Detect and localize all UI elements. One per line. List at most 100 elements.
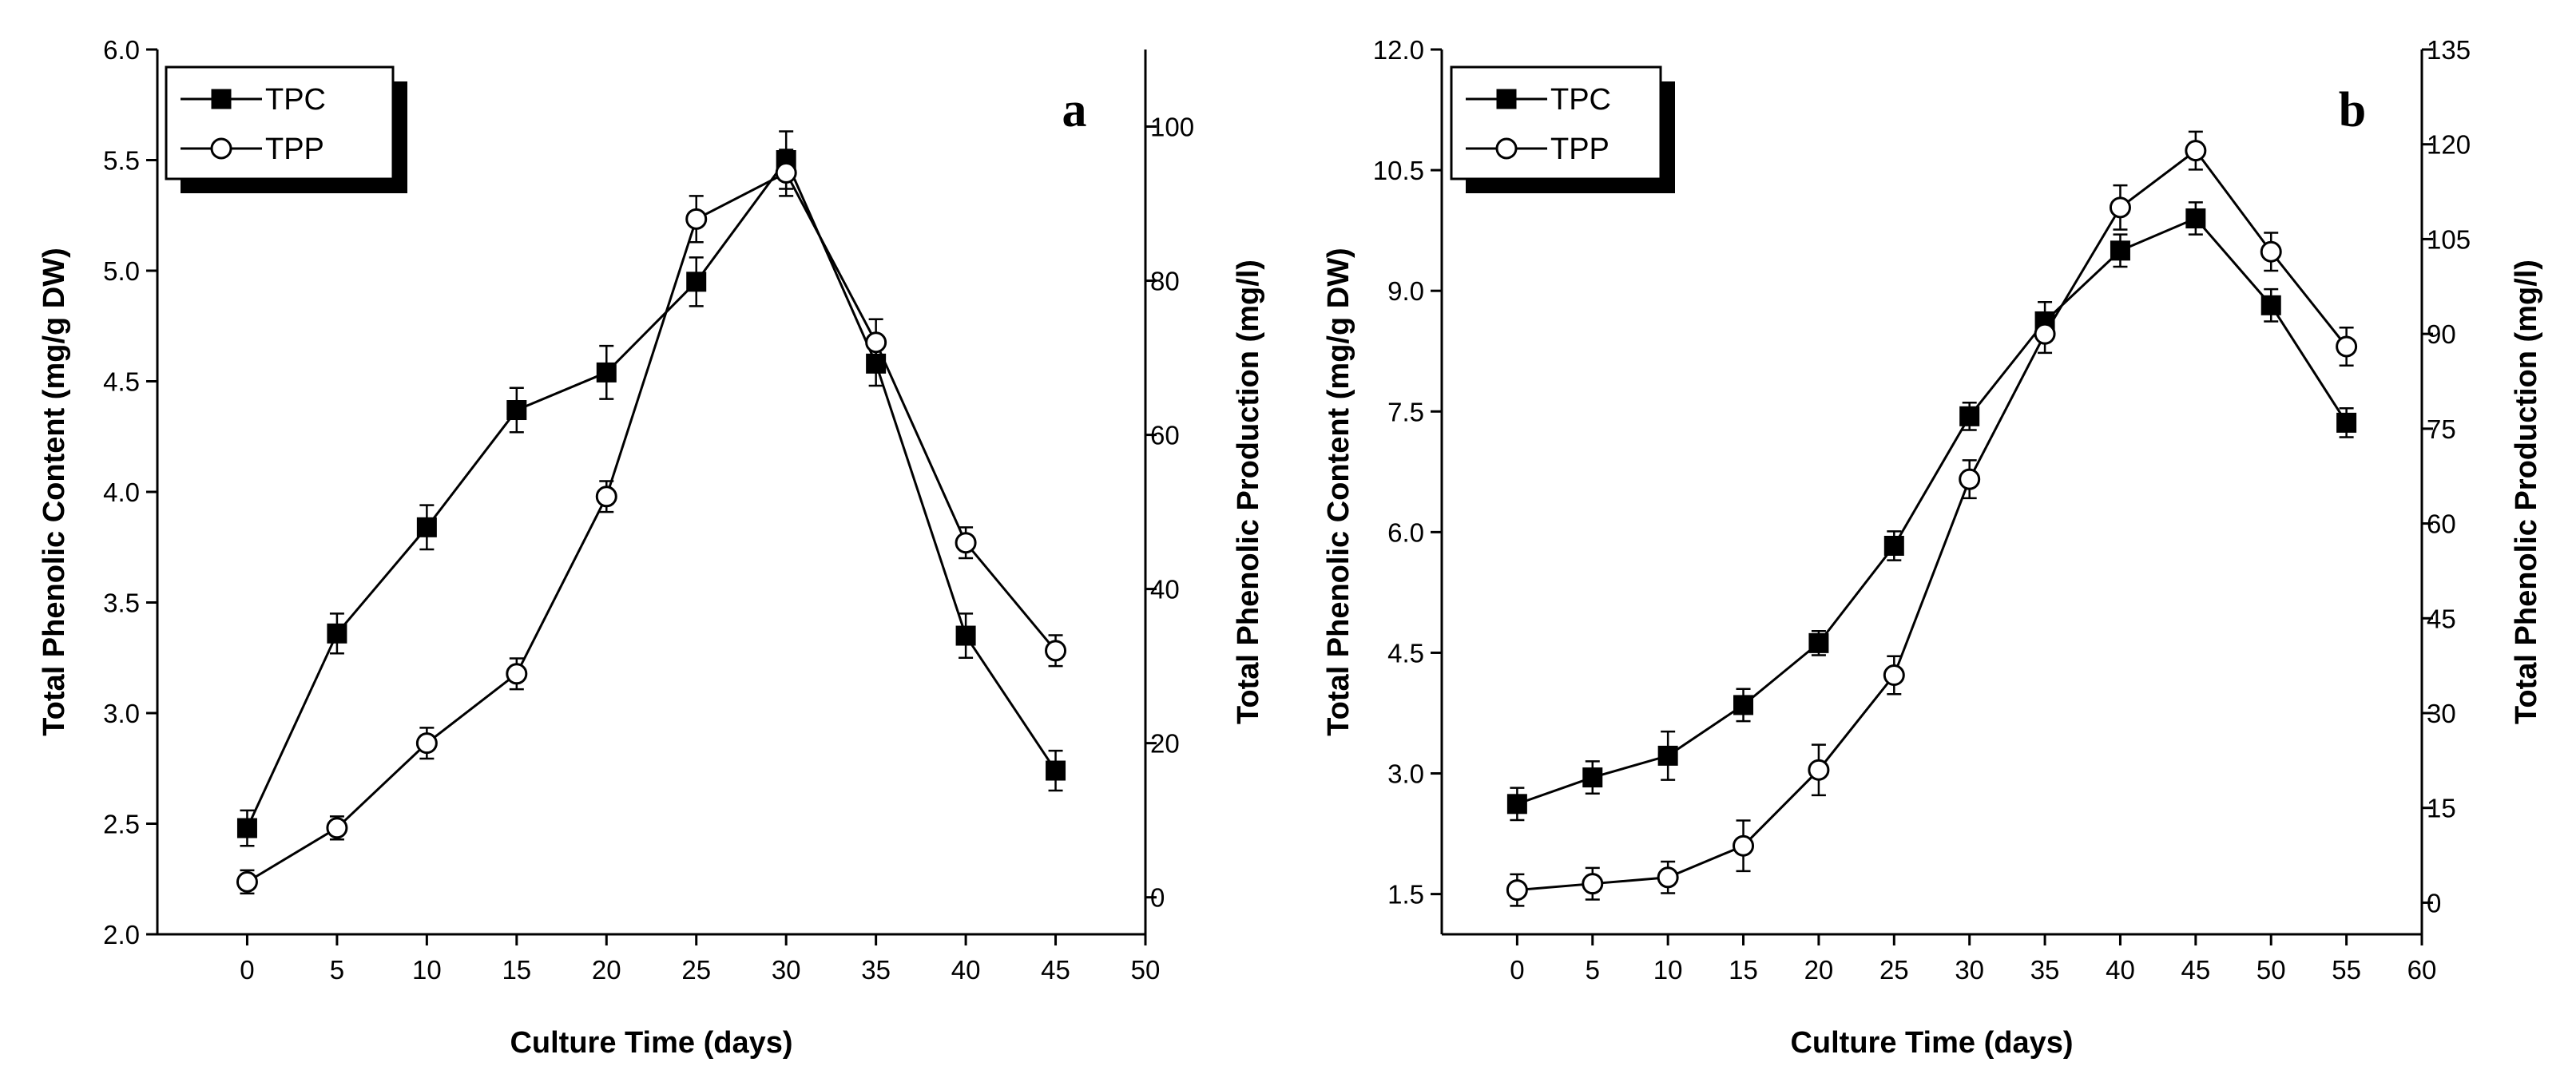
y-tick-label-right: 75: [2427, 414, 2456, 444]
panel-label: b: [2339, 83, 2366, 137]
legend-label: TPC: [265, 83, 326, 117]
y-tick-label-right: 60: [1150, 421, 1180, 450]
x-tick-label: 5: [330, 955, 344, 985]
y-tick-label-right: 60: [2427, 509, 2456, 539]
y-tick-label-left: 2.5: [103, 810, 140, 839]
y-tick-label-right: 105: [2427, 224, 2471, 254]
data-point-tpc: [236, 818, 257, 838]
legend-marker: [1495, 137, 1518, 160]
y-tick-label-left: 4.5: [103, 367, 140, 397]
data-point-tpp: [1506, 879, 1528, 902]
x-tick-label: 30: [1955, 955, 1984, 985]
legend-label: TPC: [1550, 83, 1611, 117]
legend-marker: [1496, 89, 1517, 109]
x-tick-label: 20: [592, 955, 621, 985]
data-point-tpp: [1808, 759, 1830, 781]
legend-label: TPP: [1550, 133, 1610, 166]
data-point-tpp: [595, 486, 617, 508]
y-tick-label-right: 0: [1150, 883, 1165, 913]
x-tick-label: 35: [2030, 955, 2060, 985]
chart-panel-a: 0 5 10 15 20 25 30 35 40 45 50 2.0 2.5 3.0 3.5 4.0 4.5 5.…: [38, 35, 1265, 1060]
x-tick-label: 55: [2332, 955, 2361, 985]
y-tick-label-right: 135: [2427, 35, 2471, 65]
x-axis-title: Culture Time (days): [1790, 1026, 2073, 1060]
x-tick-label: 20: [1804, 955, 1834, 985]
y-tick-label-left: 1.5: [1387, 880, 1424, 910]
series-tpc: [1506, 201, 2357, 822]
y-tick-label-right: 40: [1150, 575, 1180, 604]
y-axis-title-left: Total Phenolic Content (mg/g DW): [1322, 248, 1355, 735]
y-axis-title-left: Total Phenolic Content (mg/g DW): [38, 248, 71, 735]
data-point-tpc: [1959, 406, 1980, 426]
data-point-tpc: [1657, 745, 1678, 766]
series-tpp: [236, 149, 1067, 895]
y-tick-label-right: 120: [2427, 130, 2471, 160]
legend-marker: [210, 137, 232, 160]
x-tick-label: 60: [2407, 955, 2437, 985]
data-point-tpc: [955, 625, 976, 646]
y-tick-label-left: 9.0: [1387, 276, 1424, 306]
x-tick-label: 15: [1729, 955, 1758, 985]
x-tick-label: 0: [240, 955, 254, 985]
y-tick-label-right: 100: [1150, 113, 1194, 142]
y-axis-title-right: Total Phenolic Production (mg/l): [2510, 260, 2543, 724]
data-point-tpc: [2260, 295, 2281, 315]
data-point-tpp: [2185, 140, 2207, 162]
data-point-tpc: [2336, 412, 2357, 433]
series-line-tpc: [1516, 216, 2348, 806]
x-tick-label: 45: [1041, 955, 1070, 985]
y-tick-label-left: 3.0: [103, 699, 140, 728]
data-point-tpp: [506, 663, 528, 685]
data-point-tpp: [685, 208, 708, 230]
y-tick-label-left: 10.5: [1373, 156, 1424, 185]
data-point-tpc: [2110, 240, 2130, 261]
chart-panel-b: 0 5 10 15 20 25 30 35 40 45 50 55 60 1.5 3.0 4.5 6.0 7.5 9…: [1322, 35, 2543, 1060]
y-tick-label-left: 4.5: [1387, 638, 1424, 668]
x-tick-label: 40: [951, 955, 981, 985]
series-line-tpc: [246, 157, 1057, 829]
x-tick-label: 50: [2256, 955, 2286, 985]
data-point-tpp: [2109, 196, 2131, 219]
x-tick-label: 10: [1653, 955, 1683, 985]
data-point-tpc: [1733, 695, 1754, 715]
x-tick-label: 50: [1131, 955, 1161, 985]
y-tick-label-left: 12.0: [1373, 35, 1424, 65]
data-point-tpp: [1959, 468, 1981, 490]
data-point-tpp: [865, 331, 887, 354]
y-tick-label-left: 3.5: [103, 589, 140, 618]
data-point-tpp: [326, 817, 348, 839]
y-tick-label-left: 5.0: [103, 256, 140, 286]
y-tick-label-left: 4.0: [103, 478, 140, 507]
data-point-tpp: [236, 870, 258, 893]
x-tick-label: 40: [2106, 955, 2135, 985]
x-tick-label: 5: [1586, 955, 1600, 985]
data-point-tpp: [1733, 834, 1755, 857]
data-point-tpc: [686, 272, 707, 292]
x-tick-label: 30: [772, 955, 801, 985]
y-tick-label-left: 5.5: [103, 146, 140, 176]
data-point-tpp: [2034, 323, 2056, 345]
legend-label: TPP: [265, 133, 324, 166]
series-line-tpp: [1517, 149, 2348, 892]
y-tick-label-right: 20: [1150, 729, 1180, 759]
y-tick-label-right: 90: [2427, 319, 2456, 349]
y-tick-label-left: 3.0: [1387, 759, 1424, 789]
x-tick-label: 35: [861, 955, 891, 985]
panel-label: a: [1062, 83, 1087, 137]
data-point-tpc: [1582, 767, 1603, 788]
x-tick-label: 0: [1510, 955, 1524, 985]
y-tick-label-right: 0: [2427, 888, 2441, 918]
x-tick-label: 15: [502, 955, 531, 985]
y-tick-label-right: 80: [1150, 267, 1180, 296]
series-line-tpp: [246, 171, 1057, 883]
data-point-tpp: [2260, 240, 2282, 263]
legend-box: [1450, 65, 1662, 180]
data-point-tpp: [415, 732, 438, 755]
series-tpc: [236, 130, 1066, 847]
data-point-tpc: [416, 517, 437, 537]
x-tick-label: 45: [2181, 955, 2210, 985]
data-point-tpc: [1883, 535, 1904, 556]
x-tick-label: 25: [1879, 955, 1909, 985]
data-point-tpc: [1506, 794, 1527, 815]
